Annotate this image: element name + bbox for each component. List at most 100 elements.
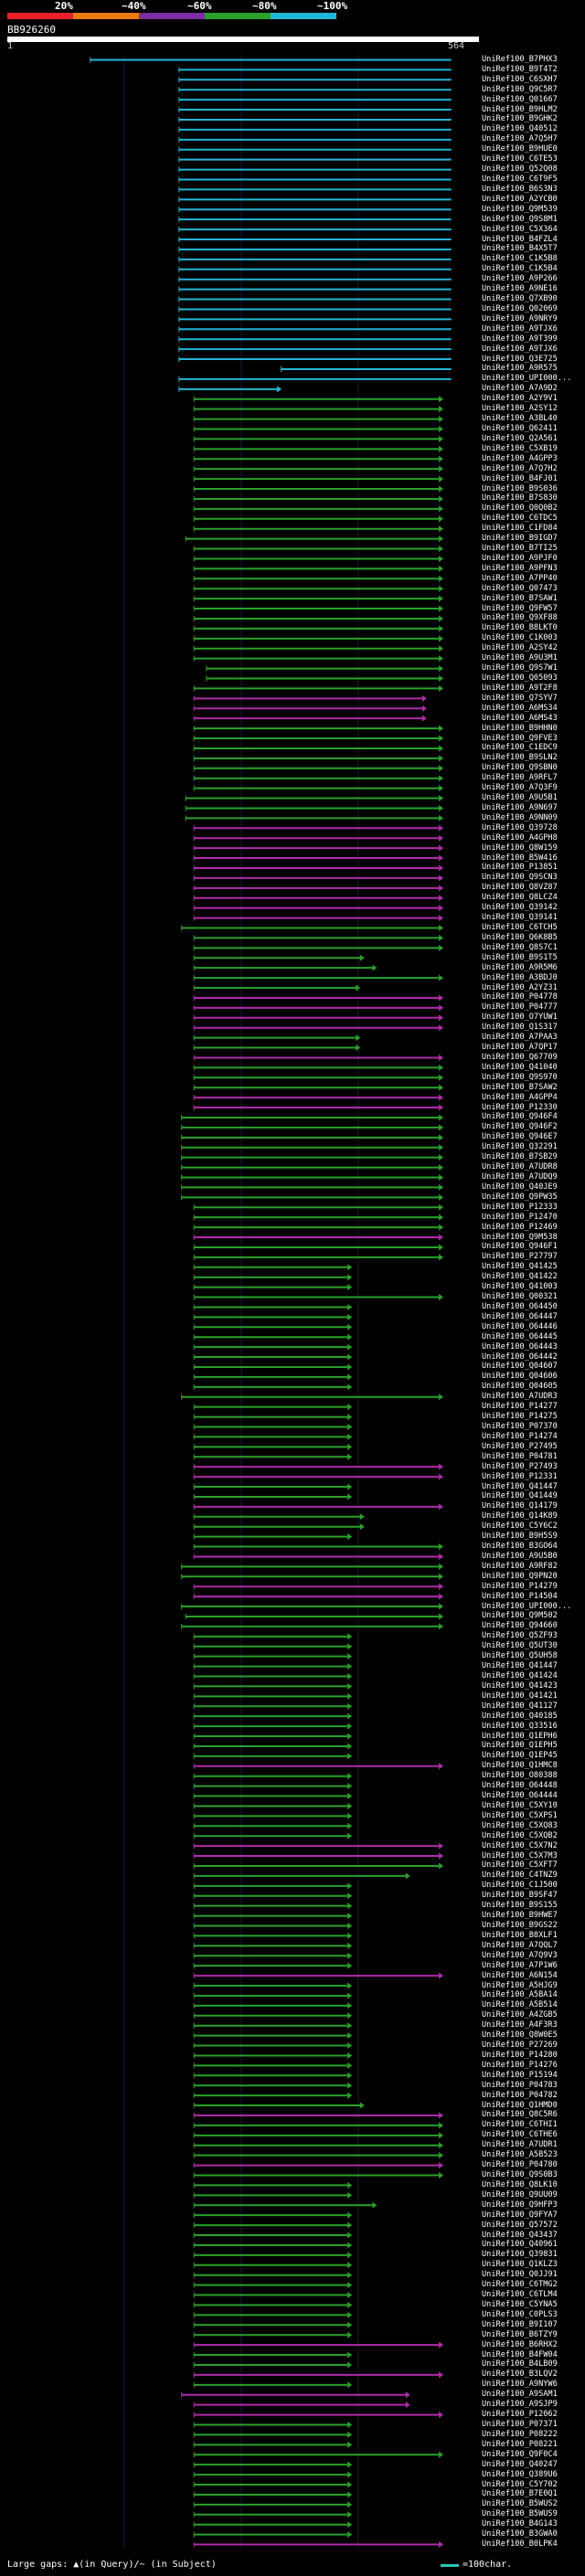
hit-label[interactable]: UniRef100_Q946E7 xyxy=(482,1132,558,1142)
hit-label[interactable]: UniRef100_Q39831 xyxy=(482,2250,558,2260)
hit-label[interactable]: UniRef100_A9T399 xyxy=(482,334,558,344)
hit-label[interactable]: UniRef100_A9SJP9 xyxy=(482,2400,558,2410)
hit-label[interactable]: UniRef100_Q8LCZ4 xyxy=(482,893,558,903)
hit-label[interactable]: UniRef100_B9HLM2 xyxy=(482,104,558,114)
hit-label[interactable]: UniRef100_P04781 xyxy=(482,1451,558,1461)
hit-label[interactable]: UniRef100_O64445 xyxy=(482,1331,558,1341)
hit-label[interactable]: UniRef100_C6TDC5 xyxy=(482,514,558,524)
hit-label[interactable]: UniRef100_C5X7M3 xyxy=(482,1850,558,1860)
hit-label[interactable]: UniRef100_Q9FYA7 xyxy=(482,2210,558,2220)
hit-label[interactable]: UniRef100_Q40247 xyxy=(482,2459,558,2469)
hit-label[interactable]: UniRef100_C5XPS1 xyxy=(482,1810,558,1820)
hit-label[interactable]: UniRef100_Q41425 xyxy=(482,1262,558,1272)
hit-label[interactable]: UniRef100_P14274 xyxy=(482,1431,558,1441)
hit-label[interactable]: UniRef100_P12330 xyxy=(482,1102,558,1112)
hit-label[interactable]: UniRef100_Q39141 xyxy=(482,913,558,923)
hit-label[interactable]: UniRef100_P14279 xyxy=(482,1581,558,1591)
hit-label[interactable]: UniRef100_Q946F1 xyxy=(482,1242,558,1252)
hit-label[interactable]: UniRef100_Q1HMD0 xyxy=(482,2100,558,2110)
hit-label[interactable]: UniRef100_A7Q3F9 xyxy=(482,783,558,793)
hit-label[interactable]: UniRef100_Q41424 xyxy=(482,1671,558,1680)
hit-label[interactable]: UniRef100_B9T4T2 xyxy=(482,64,558,74)
hit-label[interactable]: UniRef100_P14275 xyxy=(482,1412,558,1422)
hit-label[interactable]: UniRef100_Q3E725 xyxy=(482,354,558,364)
hit-label[interactable]: UniRef100_Q9PN20 xyxy=(482,1571,558,1581)
hit-label[interactable]: UniRef100_B9HWE7 xyxy=(482,1911,558,1921)
hit-label[interactable]: UniRef100_B4FZL4 xyxy=(482,234,558,244)
hit-label[interactable]: UniRef100_B9H5S9 xyxy=(482,1532,558,1542)
hit-label[interactable]: UniRef100_A7UDQ9 xyxy=(482,1172,558,1182)
hit-label[interactable]: UniRef100_B5WUS9 xyxy=(482,2509,558,2519)
hit-label[interactable]: UniRef100_A7P1W6 xyxy=(482,1960,558,1970)
hit-label[interactable]: UniRef100_Q62411 xyxy=(482,424,558,433)
hit-label[interactable]: UniRef100_A5HJG9 xyxy=(482,1980,558,1990)
hit-label[interactable]: UniRef100_B5W416 xyxy=(482,853,558,863)
hit-label[interactable]: UniRef100_A4GPH8 xyxy=(482,832,558,843)
hit-label[interactable]: UniRef100_A7QP17 xyxy=(482,1043,558,1053)
hit-label[interactable]: UniRef100_A9NE16 xyxy=(482,284,558,294)
hit-label[interactable]: UniRef100_A9R575 xyxy=(482,364,558,374)
hit-label[interactable]: UniRef100_P13851 xyxy=(482,863,558,873)
hit-label[interactable]: UniRef100_A7Q5H7 xyxy=(482,134,558,144)
hit-label[interactable]: UniRef100_A6N154 xyxy=(482,1970,558,1980)
hit-label[interactable]: UniRef100_Q41447 xyxy=(482,1661,558,1671)
hit-label[interactable]: UniRef100_P14280 xyxy=(482,2050,558,2060)
hit-label[interactable]: UniRef100_Q02069 xyxy=(482,303,558,313)
hit-label[interactable]: UniRef100_A6MS43 xyxy=(482,713,558,723)
hit-label[interactable]: UniRef100_Q9S8M1 xyxy=(482,214,558,224)
hit-label[interactable]: UniRef100_A9U5B0 xyxy=(482,1551,558,1561)
hit-label[interactable]: UniRef100_Q41040 xyxy=(482,1062,558,1072)
hit-label[interactable]: UniRef100_Q0JJ91 xyxy=(482,2270,558,2280)
hit-label[interactable]: UniRef100_Q41422 xyxy=(482,1272,558,1282)
hit-label[interactable]: UniRef100_C6SXH7 xyxy=(482,74,558,84)
hit-label[interactable]: UniRef100_A2SY12 xyxy=(482,404,558,414)
hit-label[interactable]: UniRef100_B5WUS2 xyxy=(482,2499,558,2509)
hit-label[interactable]: UniRef100_A7UDR8 xyxy=(482,1162,558,1172)
hit-label[interactable]: UniRef100_P14504 xyxy=(482,1591,558,1601)
hit-label[interactable]: UniRef100_B6RHX2 xyxy=(482,2339,558,2349)
hit-label[interactable]: UniRef100_A9U3M1 xyxy=(482,653,558,663)
hit-label[interactable]: UniRef100_C5XY10 xyxy=(482,1800,558,1810)
hit-label[interactable]: UniRef100_Q8LK10 xyxy=(482,2179,558,2189)
hit-label[interactable]: UniRef100_A4F3R3 xyxy=(482,2020,558,2030)
hit-label[interactable]: UniRef100_O64444 xyxy=(482,1791,558,1801)
hit-label[interactable]: UniRef100_Q14179 xyxy=(482,1501,558,1511)
hit-label[interactable]: UniRef100_P04777 xyxy=(482,1002,558,1012)
hit-label[interactable]: UniRef100_Q9S0B3 xyxy=(482,2170,558,2179)
hit-label[interactable]: UniRef100_P07371 xyxy=(482,2420,558,2429)
hit-label[interactable]: UniRef100_B4FJ01 xyxy=(482,473,558,483)
hit-label[interactable]: UniRef100_Q1EP45 xyxy=(482,1751,558,1761)
hit-label[interactable]: UniRef100_O64447 xyxy=(482,1311,558,1321)
hit-label[interactable]: UniRef100_Q32291 xyxy=(482,1142,558,1152)
hit-label[interactable]: UniRef100_A9U5B1 xyxy=(482,793,558,803)
hit-label[interactable]: UniRef100_B9GS22 xyxy=(482,1921,558,1930)
hit-label[interactable]: UniRef100_Q9XF88 xyxy=(482,613,558,623)
hit-label[interactable]: UniRef100_A2YCB0 xyxy=(482,194,558,204)
hit-label[interactable]: UniRef100_A7A9D2 xyxy=(482,384,558,394)
hit-label[interactable]: UniRef100_Q9UU09 xyxy=(482,2189,558,2200)
hit-label[interactable]: UniRef100_P12469 xyxy=(482,1222,558,1232)
hit-label[interactable]: UniRef100_C1FD84 xyxy=(482,524,558,534)
hit-label[interactable]: UniRef100_B6TZY9 xyxy=(482,2329,558,2339)
hit-label[interactable]: UniRef100_C4TNZ9 xyxy=(482,1871,558,1881)
hit-label[interactable]: UniRef100_P04778 xyxy=(482,992,558,1002)
hit-label[interactable]: UniRef100_B9S1T5 xyxy=(482,952,558,962)
hit-label[interactable]: UniRef100_Q1KLZ3 xyxy=(482,2260,558,2270)
hit-label[interactable]: UniRef100_Q14K89 xyxy=(482,1511,558,1521)
hit-label[interactable]: UniRef100_P07370 xyxy=(482,1422,558,1431)
hit-label[interactable]: UniRef100_C1K5B8 xyxy=(482,254,558,264)
hit-label[interactable]: UniRef100_C1J500 xyxy=(482,1881,558,1891)
hit-label[interactable]: UniRef100_A2SY42 xyxy=(482,643,558,653)
hit-label[interactable]: UniRef100_C6THE6 xyxy=(482,2130,558,2140)
hit-label[interactable]: UniRef100_Q9F0C4 xyxy=(482,2449,558,2459)
hit-label[interactable]: UniRef100_P08221 xyxy=(482,2439,558,2449)
hit-label[interactable]: UniRef100_A9SAM1 xyxy=(482,2390,558,2400)
hit-label[interactable]: UniRef100_C1EDC9 xyxy=(482,743,558,753)
hit-label[interactable]: UniRef100_A9TJX6 xyxy=(482,344,558,354)
hit-label[interactable]: UniRef100_B8LKT0 xyxy=(482,623,558,633)
hit-label[interactable]: UniRef100_A9NN09 xyxy=(482,812,558,822)
hit-label[interactable]: UniRef100_B7S830 xyxy=(482,493,558,504)
hit-label[interactable]: UniRef100_Q52Q08 xyxy=(482,164,558,175)
hit-label[interactable]: UniRef100_Q94660 xyxy=(482,1621,558,1631)
hit-label[interactable]: UniRef100_Q5UH58 xyxy=(482,1651,558,1661)
